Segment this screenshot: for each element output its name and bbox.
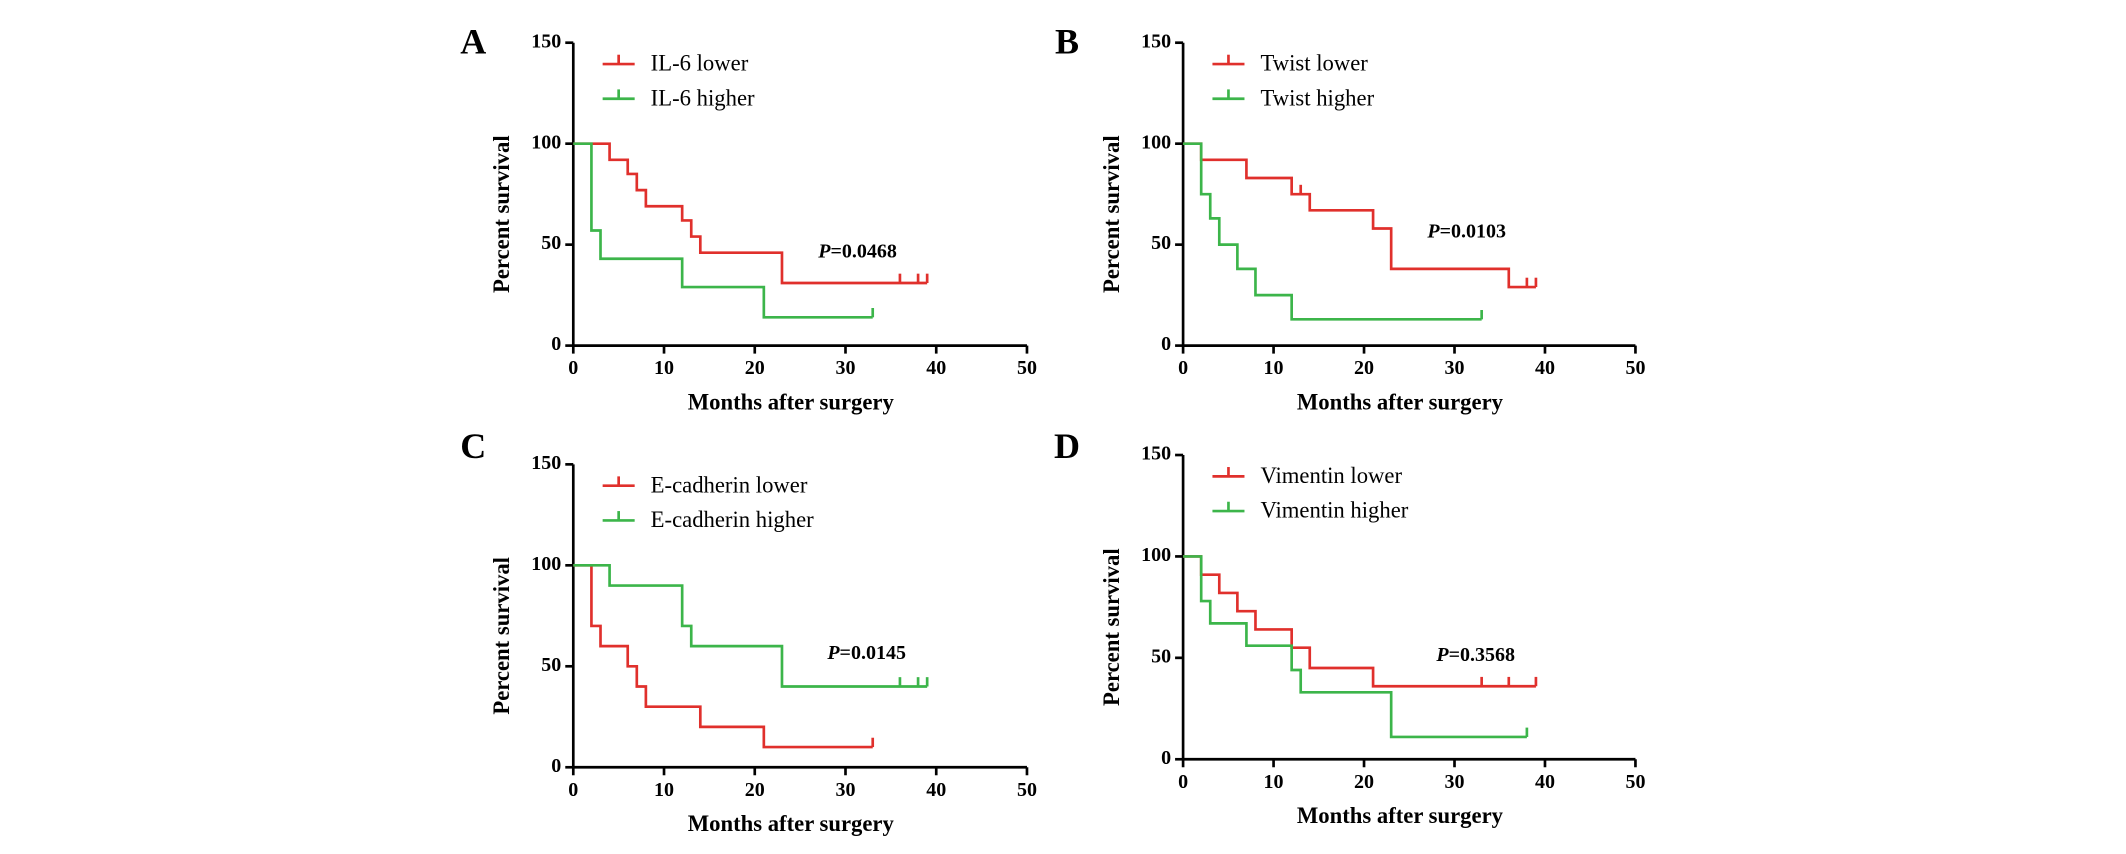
p-value-annotation: P=0.3568: [1435, 643, 1515, 665]
x-tick-label: 20: [745, 357, 765, 379]
y-tick-label: 150: [531, 452, 561, 474]
legend-label: Twist higher: [1260, 85, 1374, 110]
p-symbol: P: [817, 240, 831, 262]
p-value-annotation: P=0.0103: [1426, 220, 1506, 242]
p-value: =0.0145: [840, 642, 906, 664]
y-axis-title: Percent survival: [489, 557, 514, 715]
x-tick-label: 10: [1264, 771, 1284, 793]
x-tick-label: 0: [568, 357, 578, 379]
y-tick-label: 0: [1161, 747, 1171, 769]
x-tick-label: 30: [835, 357, 855, 379]
y-tick-label: 50: [1151, 645, 1171, 667]
panel-label: D: [1054, 426, 1080, 466]
y-tick-label: 150: [1141, 443, 1171, 465]
y-tick-label: 50: [1151, 232, 1171, 254]
legend-label: Vimentin higher: [1260, 498, 1408, 523]
survival-curve: [1183, 555, 1527, 739]
x-tick-label: 30: [835, 779, 855, 801]
x-tick-label: 20: [1354, 771, 1374, 793]
p-value-annotation: P=0.0145: [826, 642, 906, 664]
x-axis-title: Months after surgery: [688, 811, 895, 836]
p-symbol: P: [826, 642, 840, 664]
x-axis-title: Months after surgery: [688, 390, 895, 415]
p-value-annotation: P=0.0468: [817, 240, 897, 262]
y-tick-label: 100: [531, 553, 561, 575]
y-tick-label: 150: [531, 30, 561, 52]
y-axis-title: Percent survival: [1099, 548, 1124, 706]
x-tick-label: 0: [568, 779, 578, 801]
p-value: =0.0468: [830, 240, 896, 262]
y-tick-label: 50: [541, 232, 561, 254]
legend-label: IL-6 higher: [651, 85, 755, 110]
x-tick-label: 10: [654, 779, 674, 801]
y-axis-title: Percent survival: [1099, 135, 1124, 293]
legend-label: E-cadherin lower: [651, 472, 808, 497]
x-tick-label: 10: [1264, 357, 1284, 379]
x-tick-label: 50: [1625, 357, 1645, 379]
x-tick-label: 0: [1178, 771, 1188, 793]
x-tick-label: 50: [1625, 771, 1645, 793]
legend-label: E-cadherin higher: [651, 507, 814, 532]
p-value: =0.0103: [1440, 220, 1506, 242]
x-tick-label: 40: [926, 779, 946, 801]
survival-curve: [573, 142, 873, 319]
x-tick-label: 40: [1535, 357, 1555, 379]
panel-label: B: [1055, 22, 1079, 62]
survival-curve: [1183, 142, 1536, 289]
p-symbol: P: [1426, 220, 1440, 242]
x-tick-label: 50: [1017, 779, 1037, 801]
x-tick-label: 0: [1178, 357, 1188, 379]
survival-curve: [573, 142, 928, 285]
y-tick-label: 100: [531, 131, 561, 153]
legend-label: Twist lower: [1260, 51, 1368, 76]
y-tick-label: 0: [551, 755, 561, 777]
x-tick-label: 40: [1535, 771, 1555, 793]
x-tick-label: 50: [1017, 357, 1037, 379]
y-tick-label: 50: [541, 654, 561, 676]
x-tick-label: 20: [1354, 357, 1374, 379]
x-tick-label: 10: [654, 357, 674, 379]
y-tick-label: 0: [1161, 333, 1171, 355]
x-axis-title: Months after surgery: [1297, 390, 1504, 415]
panel-label: A: [460, 22, 486, 62]
x-axis-title: Months after surgery: [1297, 803, 1504, 828]
survival-curve: [1183, 555, 1536, 688]
legend-label: Vimentin lower: [1260, 463, 1402, 488]
y-tick-label: 0: [551, 333, 561, 355]
panel-label: C: [460, 426, 486, 466]
x-tick-label: 40: [926, 357, 946, 379]
p-value: =0.3568: [1449, 643, 1515, 665]
survival-curve: [1183, 142, 1482, 321]
y-axis-title: Percent survival: [489, 135, 514, 293]
p-symbol: P: [1435, 643, 1449, 665]
x-tick-label: 30: [1445, 357, 1465, 379]
y-tick-label: 100: [1141, 544, 1171, 566]
y-tick-label: 150: [1141, 30, 1171, 52]
y-tick-label: 100: [1141, 131, 1171, 153]
survival-curve: [573, 563, 928, 688]
legend-label: IL-6 lower: [651, 51, 749, 76]
survival-curve: [573, 563, 873, 749]
x-tick-label: 30: [1445, 771, 1465, 793]
x-tick-label: 20: [745, 779, 765, 801]
